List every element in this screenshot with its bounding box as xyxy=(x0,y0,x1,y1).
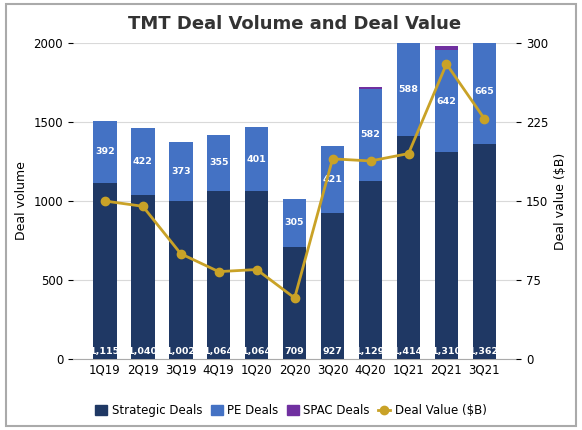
Text: 305: 305 xyxy=(285,218,304,227)
Bar xyxy=(245,127,268,191)
Text: 1,115: 1,115 xyxy=(90,347,120,356)
Text: 1,002: 1,002 xyxy=(166,347,196,356)
Deal Value ($B) xyxy=(139,204,146,209)
Text: 927: 927 xyxy=(322,347,343,356)
Deal Value ($B) xyxy=(405,151,412,156)
Y-axis label: Deal value ($B): Deal value ($B) xyxy=(554,152,567,250)
Bar xyxy=(321,212,345,359)
Bar xyxy=(131,195,155,359)
Deal Value ($B) xyxy=(481,116,488,121)
Text: 373: 373 xyxy=(171,167,190,176)
Text: 709: 709 xyxy=(285,347,304,356)
Bar xyxy=(207,135,230,191)
Bar xyxy=(435,46,458,50)
Text: 1,362: 1,362 xyxy=(469,347,499,356)
Bar xyxy=(473,144,496,359)
Text: 1,310: 1,310 xyxy=(431,347,462,356)
Bar xyxy=(473,39,496,144)
Bar xyxy=(131,128,155,195)
Deal Value ($B) xyxy=(291,295,298,301)
Title: TMT Deal Volume and Deal Value: TMT Deal Volume and Deal Value xyxy=(128,15,461,33)
Deal Value ($B) xyxy=(443,61,450,67)
Text: 665: 665 xyxy=(474,87,494,96)
Deal Value ($B) xyxy=(178,251,184,256)
Bar xyxy=(169,142,193,201)
Bar xyxy=(359,181,382,359)
Legend: Strategic Deals, PE Deals, SPAC Deals, Deal Value ($B): Strategic Deals, PE Deals, SPAC Deals, D… xyxy=(91,399,491,422)
Text: 642: 642 xyxy=(436,97,456,106)
Bar xyxy=(283,199,306,247)
Text: 582: 582 xyxy=(361,130,381,139)
Bar xyxy=(207,191,230,359)
Y-axis label: Deal volume: Deal volume xyxy=(15,162,28,240)
Text: 392: 392 xyxy=(95,147,115,157)
Bar xyxy=(93,183,116,359)
Bar xyxy=(397,43,420,135)
Deal Value ($B) xyxy=(253,267,260,272)
Text: 1,064: 1,064 xyxy=(242,347,272,356)
Text: 355: 355 xyxy=(209,158,229,167)
Text: 1,414: 1,414 xyxy=(393,347,424,356)
Bar xyxy=(283,247,306,359)
Text: 421: 421 xyxy=(322,175,343,184)
Bar xyxy=(359,89,382,181)
Bar xyxy=(397,42,420,43)
Bar xyxy=(321,146,345,212)
Deal Value ($B) xyxy=(101,198,108,203)
Bar xyxy=(397,135,420,359)
Bar xyxy=(359,87,382,89)
Text: 1,129: 1,129 xyxy=(356,347,386,356)
Bar xyxy=(435,152,458,359)
Text: 1,064: 1,064 xyxy=(204,347,234,356)
Line: Deal Value ($B): Deal Value ($B) xyxy=(101,60,489,302)
Text: 401: 401 xyxy=(247,155,267,164)
Bar xyxy=(169,201,193,359)
Text: 422: 422 xyxy=(133,157,152,166)
Deal Value ($B) xyxy=(215,269,222,274)
Text: 588: 588 xyxy=(399,85,418,94)
Deal Value ($B) xyxy=(329,156,336,161)
Deal Value ($B) xyxy=(367,158,374,163)
Bar xyxy=(435,50,458,152)
Bar xyxy=(473,38,496,39)
Bar xyxy=(245,191,268,359)
Text: 1,040: 1,040 xyxy=(128,347,158,356)
Bar xyxy=(93,121,116,183)
